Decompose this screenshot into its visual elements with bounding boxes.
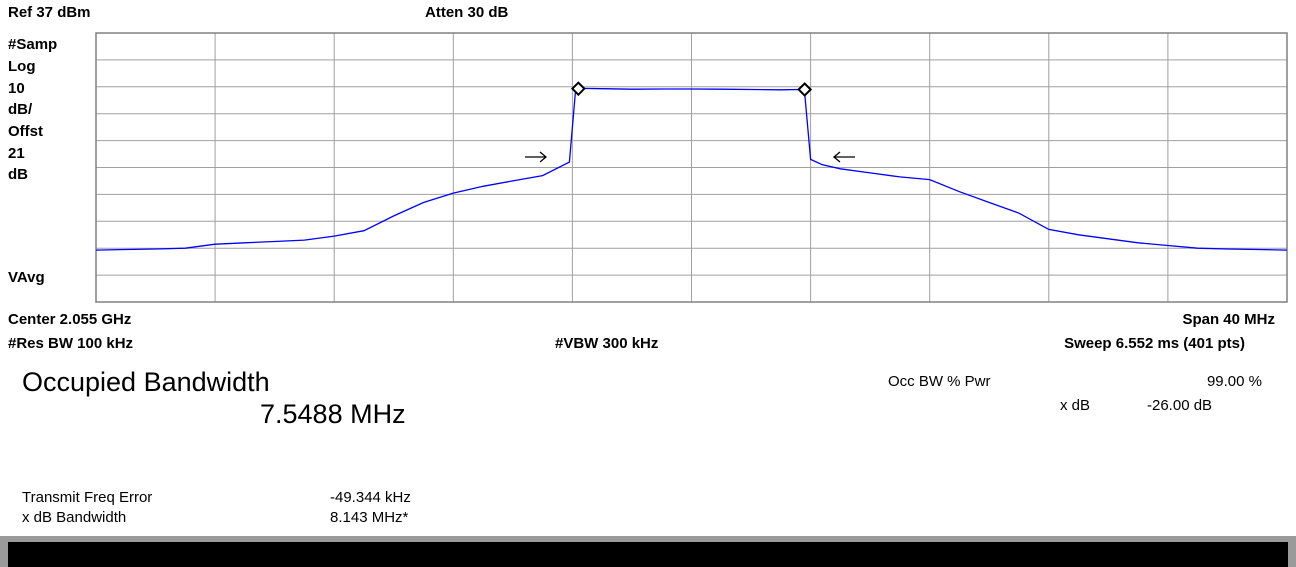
plot xyxy=(95,32,1288,303)
left-label: Log xyxy=(8,58,36,75)
arrow-left xyxy=(832,151,855,163)
left-label: #Samp xyxy=(8,36,57,53)
xbw-label: x dB Bandwidth xyxy=(22,509,126,526)
xbw-value: 8.143 MHz* xyxy=(330,509,409,526)
occ-value: 99.00 % xyxy=(1207,373,1262,390)
ref-level: Ref 37 dBm xyxy=(8,4,91,21)
left-label: dB/ xyxy=(8,101,33,118)
xdb-value: -26.00 dB xyxy=(1147,397,1212,414)
plot-frame xyxy=(95,32,1288,303)
obw-marker xyxy=(797,82,813,97)
left-label: 21 xyxy=(8,145,25,162)
arrow-right xyxy=(525,151,548,163)
obw-marker xyxy=(570,81,586,97)
sweep: Sweep 6.552 ms (401 pts) xyxy=(1064,335,1245,352)
tfe-label: Transmit Freq Error xyxy=(22,489,152,506)
result-title: Occupied Bandwidth xyxy=(22,367,270,397)
res-bw: #Res BW 100 kHz xyxy=(8,335,133,352)
center-freq: Center 2.055 GHz xyxy=(8,311,131,328)
xdb-label: x dB xyxy=(1060,397,1090,414)
tfe-value: -49.344 kHz xyxy=(330,489,411,506)
status-bar xyxy=(8,542,1288,567)
left-label: Offst xyxy=(8,123,43,140)
span: Span 40 MHz xyxy=(1182,311,1275,328)
left-label: dB xyxy=(8,166,28,183)
result-value: 7.5488 MHz xyxy=(260,399,406,429)
trace xyxy=(95,87,1288,251)
vavg-label: VAvg xyxy=(8,269,45,286)
vbw: #VBW 300 kHz xyxy=(555,335,658,352)
attenuation: Atten 30 dB xyxy=(425,4,509,21)
occ-label: Occ BW % Pwr xyxy=(888,373,991,390)
left-label: 10 xyxy=(8,80,25,97)
